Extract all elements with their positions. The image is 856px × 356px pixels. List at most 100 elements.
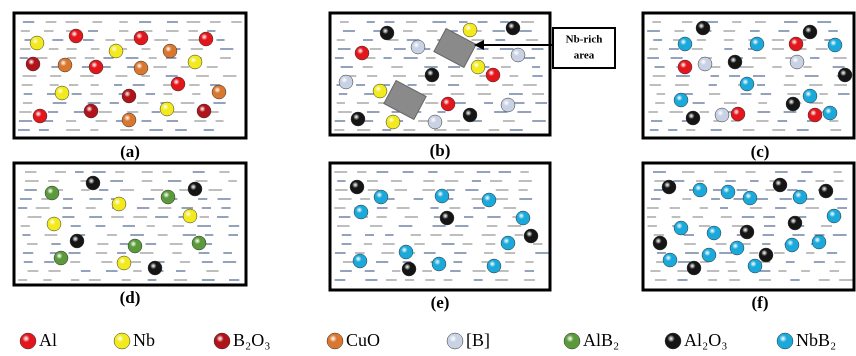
particle: [188, 55, 202, 69]
particle: [678, 37, 692, 51]
particle: [70, 234, 84, 248]
particle: [148, 261, 162, 275]
panel-label: (d): [120, 288, 141, 307]
particle: [838, 68, 852, 82]
particle: [112, 197, 126, 211]
panel-label: (c): [751, 142, 770, 161]
particle: [748, 259, 762, 273]
particle: [54, 251, 68, 265]
particle: [471, 60, 485, 74]
particle: [199, 32, 213, 46]
particle: [350, 180, 364, 194]
particle: [486, 68, 500, 82]
particle: [399, 245, 413, 259]
particle: [702, 248, 716, 262]
particle: [740, 77, 754, 91]
panel-label: (b): [430, 141, 451, 160]
legend-marker: [114, 333, 130, 349]
legend-label: [B]: [466, 330, 490, 350]
particle: [117, 256, 131, 270]
particle: [435, 189, 449, 203]
particle: [212, 85, 226, 99]
particle: [731, 107, 745, 121]
particle: [192, 236, 206, 250]
particle: [351, 112, 365, 126]
particle: [793, 190, 807, 204]
particle: [380, 26, 394, 40]
callout-text: Nb-rich: [566, 34, 603, 46]
particle: [134, 61, 148, 75]
legend-marker: [447, 333, 463, 349]
particle: [26, 57, 40, 71]
particle: [686, 111, 700, 125]
diagram: Nb-rich area (a) (b) (c) (d) (e) (f) AlN…: [0, 0, 856, 356]
particle: [674, 221, 688, 235]
legend-label: CuO: [346, 330, 380, 350]
particle: [662, 180, 676, 194]
panel-label: (f): [752, 293, 769, 312]
legend-marker: [20, 333, 36, 349]
particle: [373, 84, 387, 98]
particle: [715, 108, 729, 122]
particle: [109, 44, 123, 58]
particle: [707, 226, 721, 240]
particle: [785, 238, 799, 252]
particle: [487, 259, 501, 273]
legend-marker: [665, 333, 681, 349]
particle: [160, 102, 174, 116]
particle: [790, 55, 804, 69]
particle: [803, 89, 817, 103]
particle: [663, 253, 677, 267]
particle: [339, 75, 353, 89]
particle: [45, 186, 59, 200]
particle: [750, 37, 764, 51]
legend: AlNbB₂O₃CuO[B]AlB₂Al₂O₃NbB₂: [20, 330, 836, 350]
legend-label: Al: [39, 330, 57, 350]
legend-marker: [214, 333, 230, 349]
particle: [163, 44, 177, 58]
particle: [730, 241, 744, 255]
panel-frame: [643, 13, 854, 138]
particle: [759, 248, 773, 262]
particle: [355, 46, 369, 60]
legend-marker: [564, 333, 580, 349]
particle: [428, 115, 442, 129]
particle: [501, 98, 515, 112]
particle: [696, 21, 710, 35]
legend-label: AlB₂: [583, 330, 619, 350]
legend-label: B₂O₃: [233, 330, 271, 350]
legend-marker: [777, 333, 793, 349]
particle: [441, 97, 455, 111]
nb-rich-region: [384, 81, 426, 120]
particle: [653, 236, 667, 250]
particle: [693, 183, 707, 197]
particle: [69, 29, 83, 43]
panel-label: (a): [120, 142, 140, 161]
particle: [516, 211, 530, 225]
particle: [808, 108, 822, 122]
particle: [819, 184, 833, 198]
particle: [354, 205, 368, 219]
particle: [740, 225, 754, 239]
particle: [84, 104, 98, 118]
particle: [402, 262, 416, 276]
particle: [482, 193, 496, 207]
particle: [463, 108, 477, 122]
particle: [803, 25, 817, 39]
particle: [183, 209, 197, 223]
particle: [128, 239, 142, 253]
particle: [86, 176, 100, 190]
particle: [773, 178, 787, 192]
panel-label: (e): [431, 293, 450, 312]
particle: [511, 48, 525, 62]
legend-marker: [327, 333, 343, 349]
particle: [374, 190, 388, 204]
particle: [386, 115, 400, 129]
particle: [501, 236, 515, 250]
particle: [524, 229, 538, 243]
particle: [58, 58, 72, 72]
particle: [197, 104, 211, 118]
legend-label: Al₂O₃: [684, 330, 728, 350]
particle: [786, 97, 800, 111]
particle: [463, 23, 477, 37]
